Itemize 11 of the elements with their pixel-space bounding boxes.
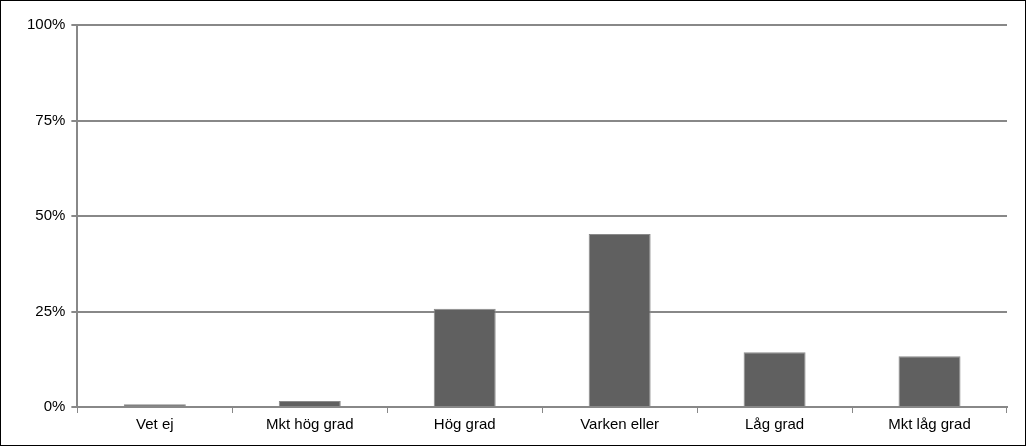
y-tick-label: 75% (35, 110, 66, 128)
y-tick-label: 100% (26, 15, 66, 33)
y-tick-label: 50% (35, 206, 66, 224)
x-tick-label: Låg grad (744, 415, 805, 433)
x-tick-label: Hög grad (433, 415, 496, 433)
y-tick-label: 0% (43, 397, 66, 415)
x-tick-label: Vet ej (136, 415, 174, 433)
y-tick-label: 25% (35, 301, 66, 319)
x-tick-label: Mkt hög grad (266, 415, 354, 433)
x-tick-label: Varken eller (580, 415, 660, 433)
x-tick-label: Mkt låg grad (888, 415, 971, 433)
